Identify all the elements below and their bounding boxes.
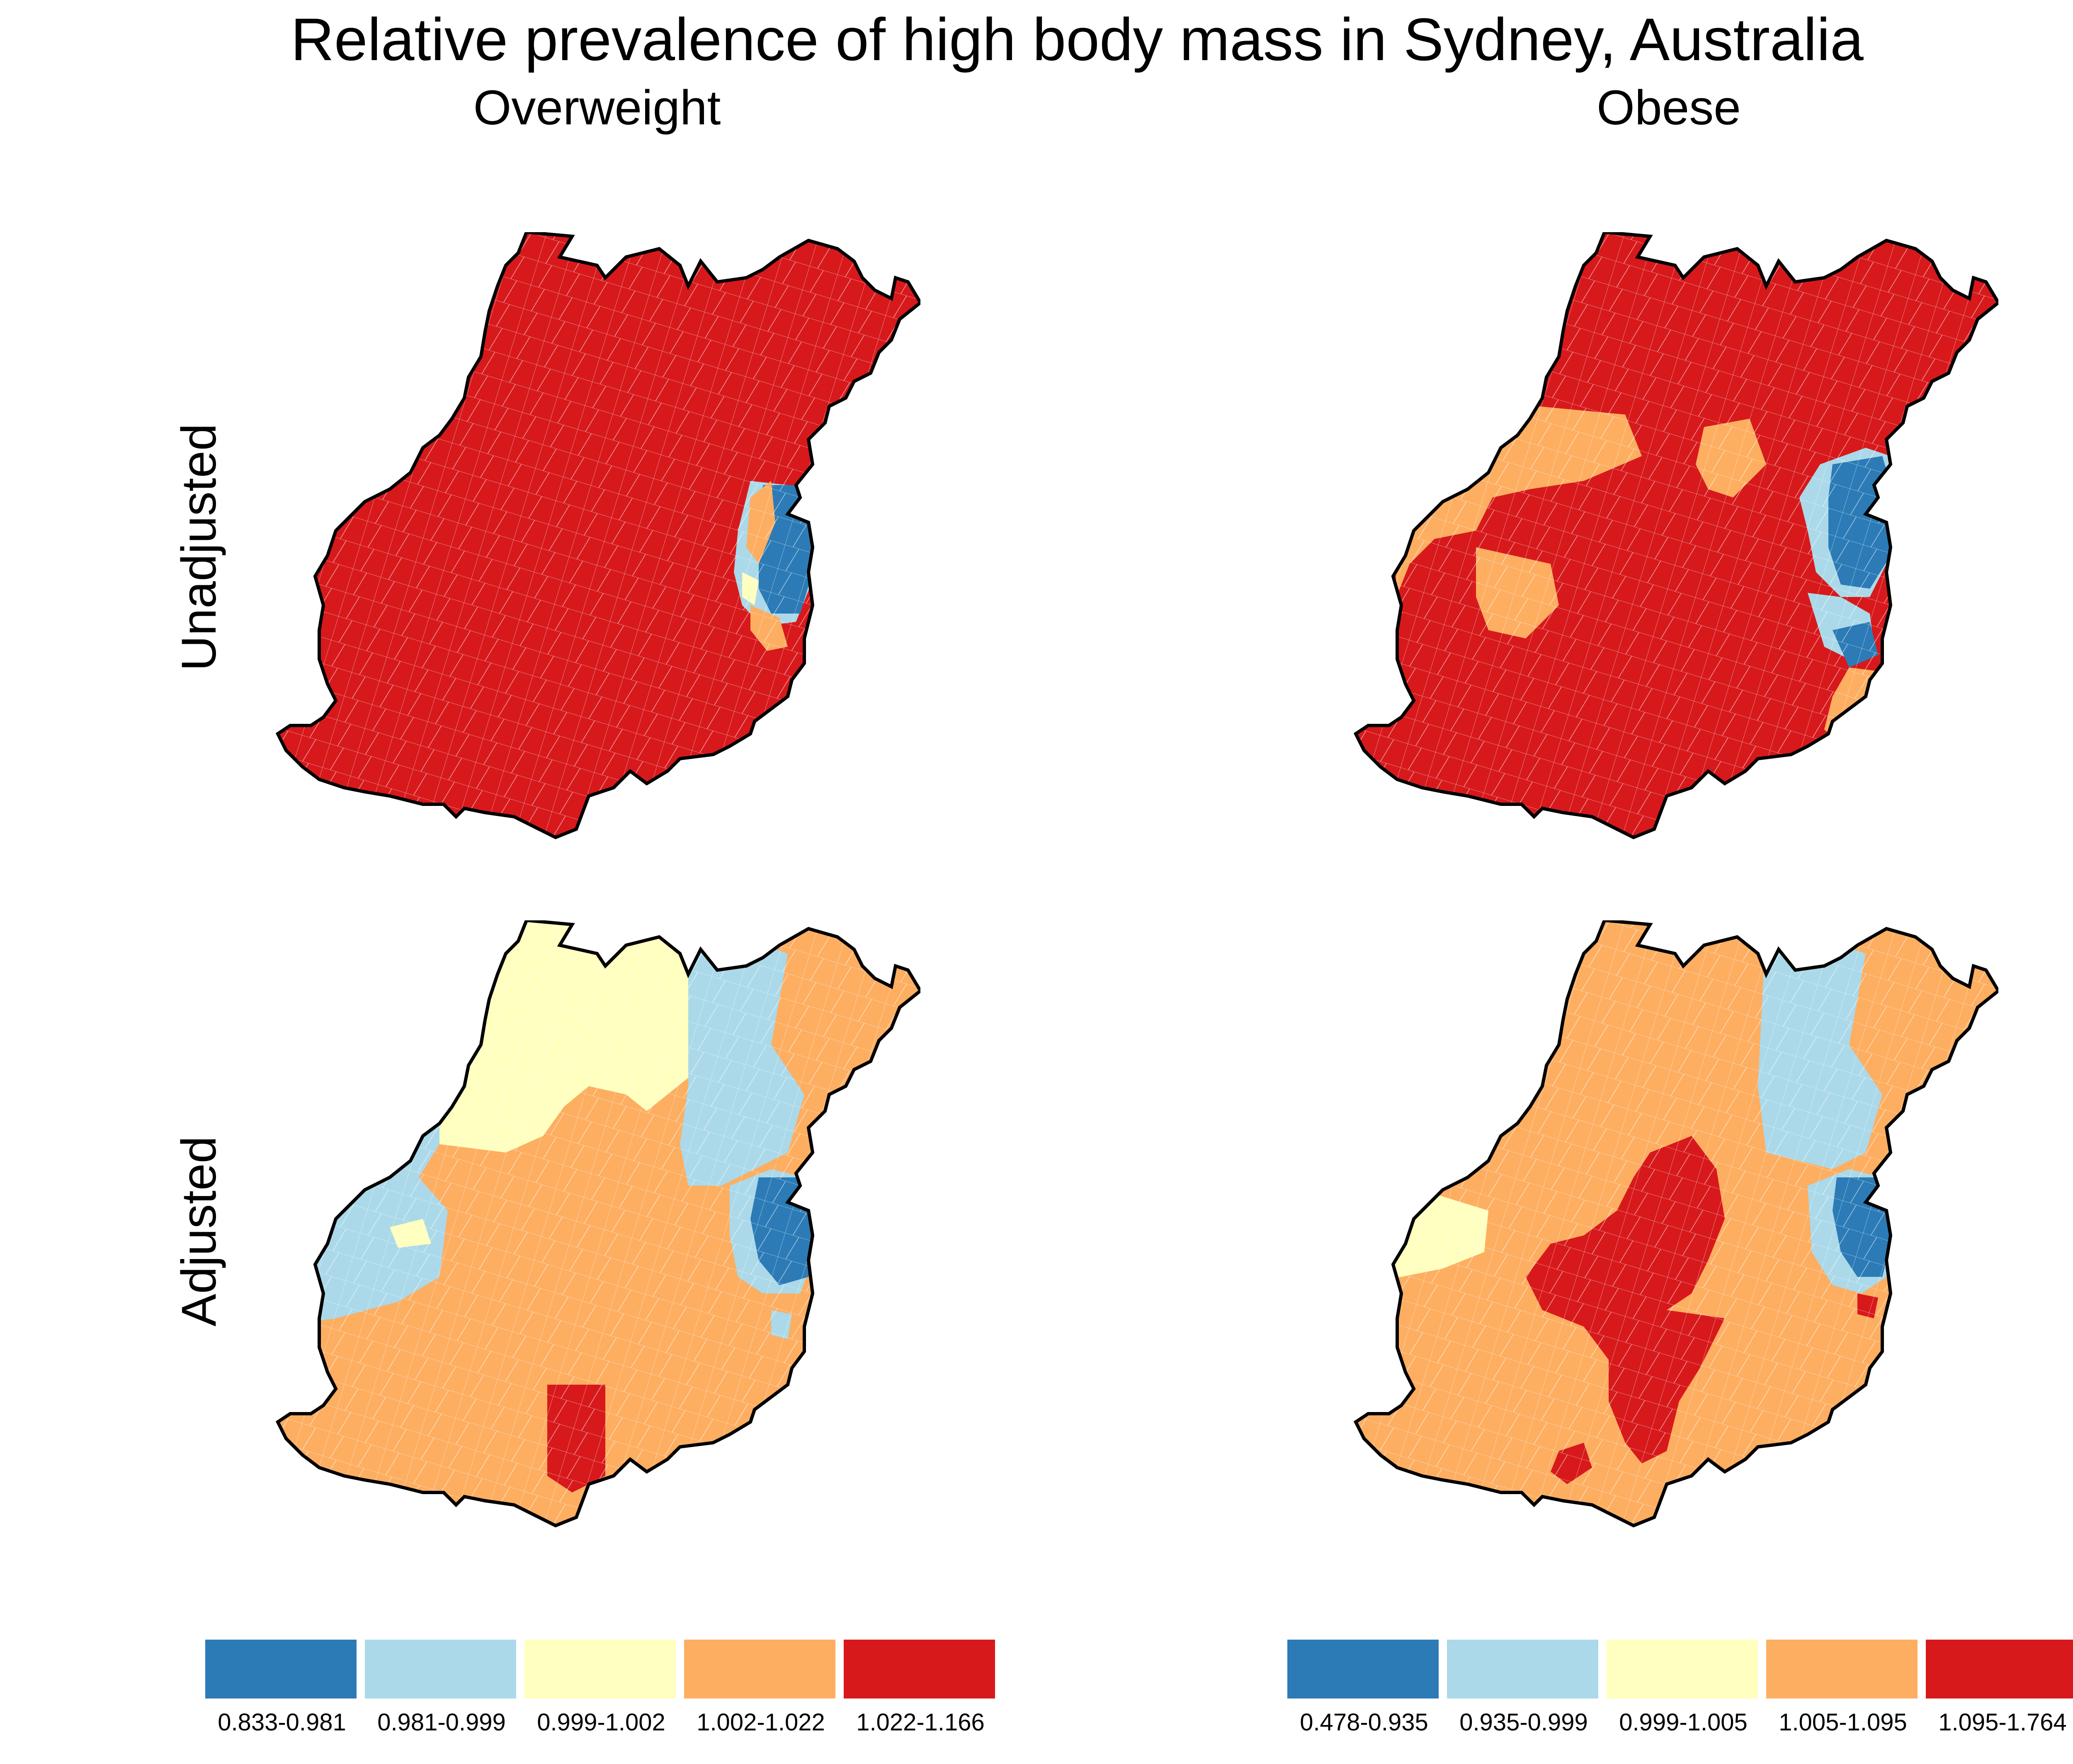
legend-label-5: 1.022-1.166 (856, 1709, 985, 1736)
map-overweight-adjusted (274, 920, 920, 1550)
column-title-obese: Obese (1597, 80, 1741, 135)
region-west-low (1356, 1078, 1480, 1190)
legend-label-3: 0.999-1.002 (537, 1709, 665, 1736)
row-label-adjusted: Adjusted (172, 1136, 226, 1327)
legend-label-1: 0.833-0.981 (218, 1709, 346, 1736)
legend-label-5: 1.095-1.764 (1938, 1709, 2067, 1736)
map-overweight-unadjusted (274, 232, 920, 862)
row-label-unadjusted: Unadjusted (172, 423, 226, 671)
legend-swatch-3 (1607, 1640, 1758, 1698)
legend-swatch-3 (524, 1640, 676, 1698)
legend-label-2: 0.981-0.999 (377, 1709, 506, 1736)
column-title-overweight: Overweight (473, 80, 721, 135)
figure-title: Relative prevalence of high body mass in… (291, 6, 1864, 73)
legend-swatch-5 (844, 1640, 995, 1698)
legend-swatch-1 (1287, 1640, 1439, 1698)
legend-overweight: 0.833-0.981 0.981-0.999 0.999-1.002 1.00… (205, 1640, 995, 1764)
legend-label-4: 1.005-1.095 (1779, 1709, 1907, 1736)
legend-swatch-2 (365, 1640, 516, 1698)
legend-swatch-4 (684, 1640, 835, 1698)
map-obese-unadjusted (1352, 232, 1998, 862)
legend-swatch-1 (205, 1640, 357, 1698)
legend-swatch-2 (1447, 1640, 1598, 1698)
legend-label-4: 1.002-1.022 (697, 1709, 825, 1736)
legend-label-2: 0.935-0.999 (1459, 1709, 1588, 1736)
legend-swatch-4 (1766, 1640, 1918, 1698)
legend-label-1: 0.478-0.935 (1300, 1709, 1428, 1736)
legend-swatch-5 (1926, 1640, 2073, 1698)
legend-label-3: 0.999-1.005 (1619, 1709, 1748, 1736)
map-obese-adjusted (1352, 920, 1998, 1550)
legend-obese: 0.478-0.935 0.935-0.999 0.999-1.005 1.00… (1287, 1640, 2073, 1764)
